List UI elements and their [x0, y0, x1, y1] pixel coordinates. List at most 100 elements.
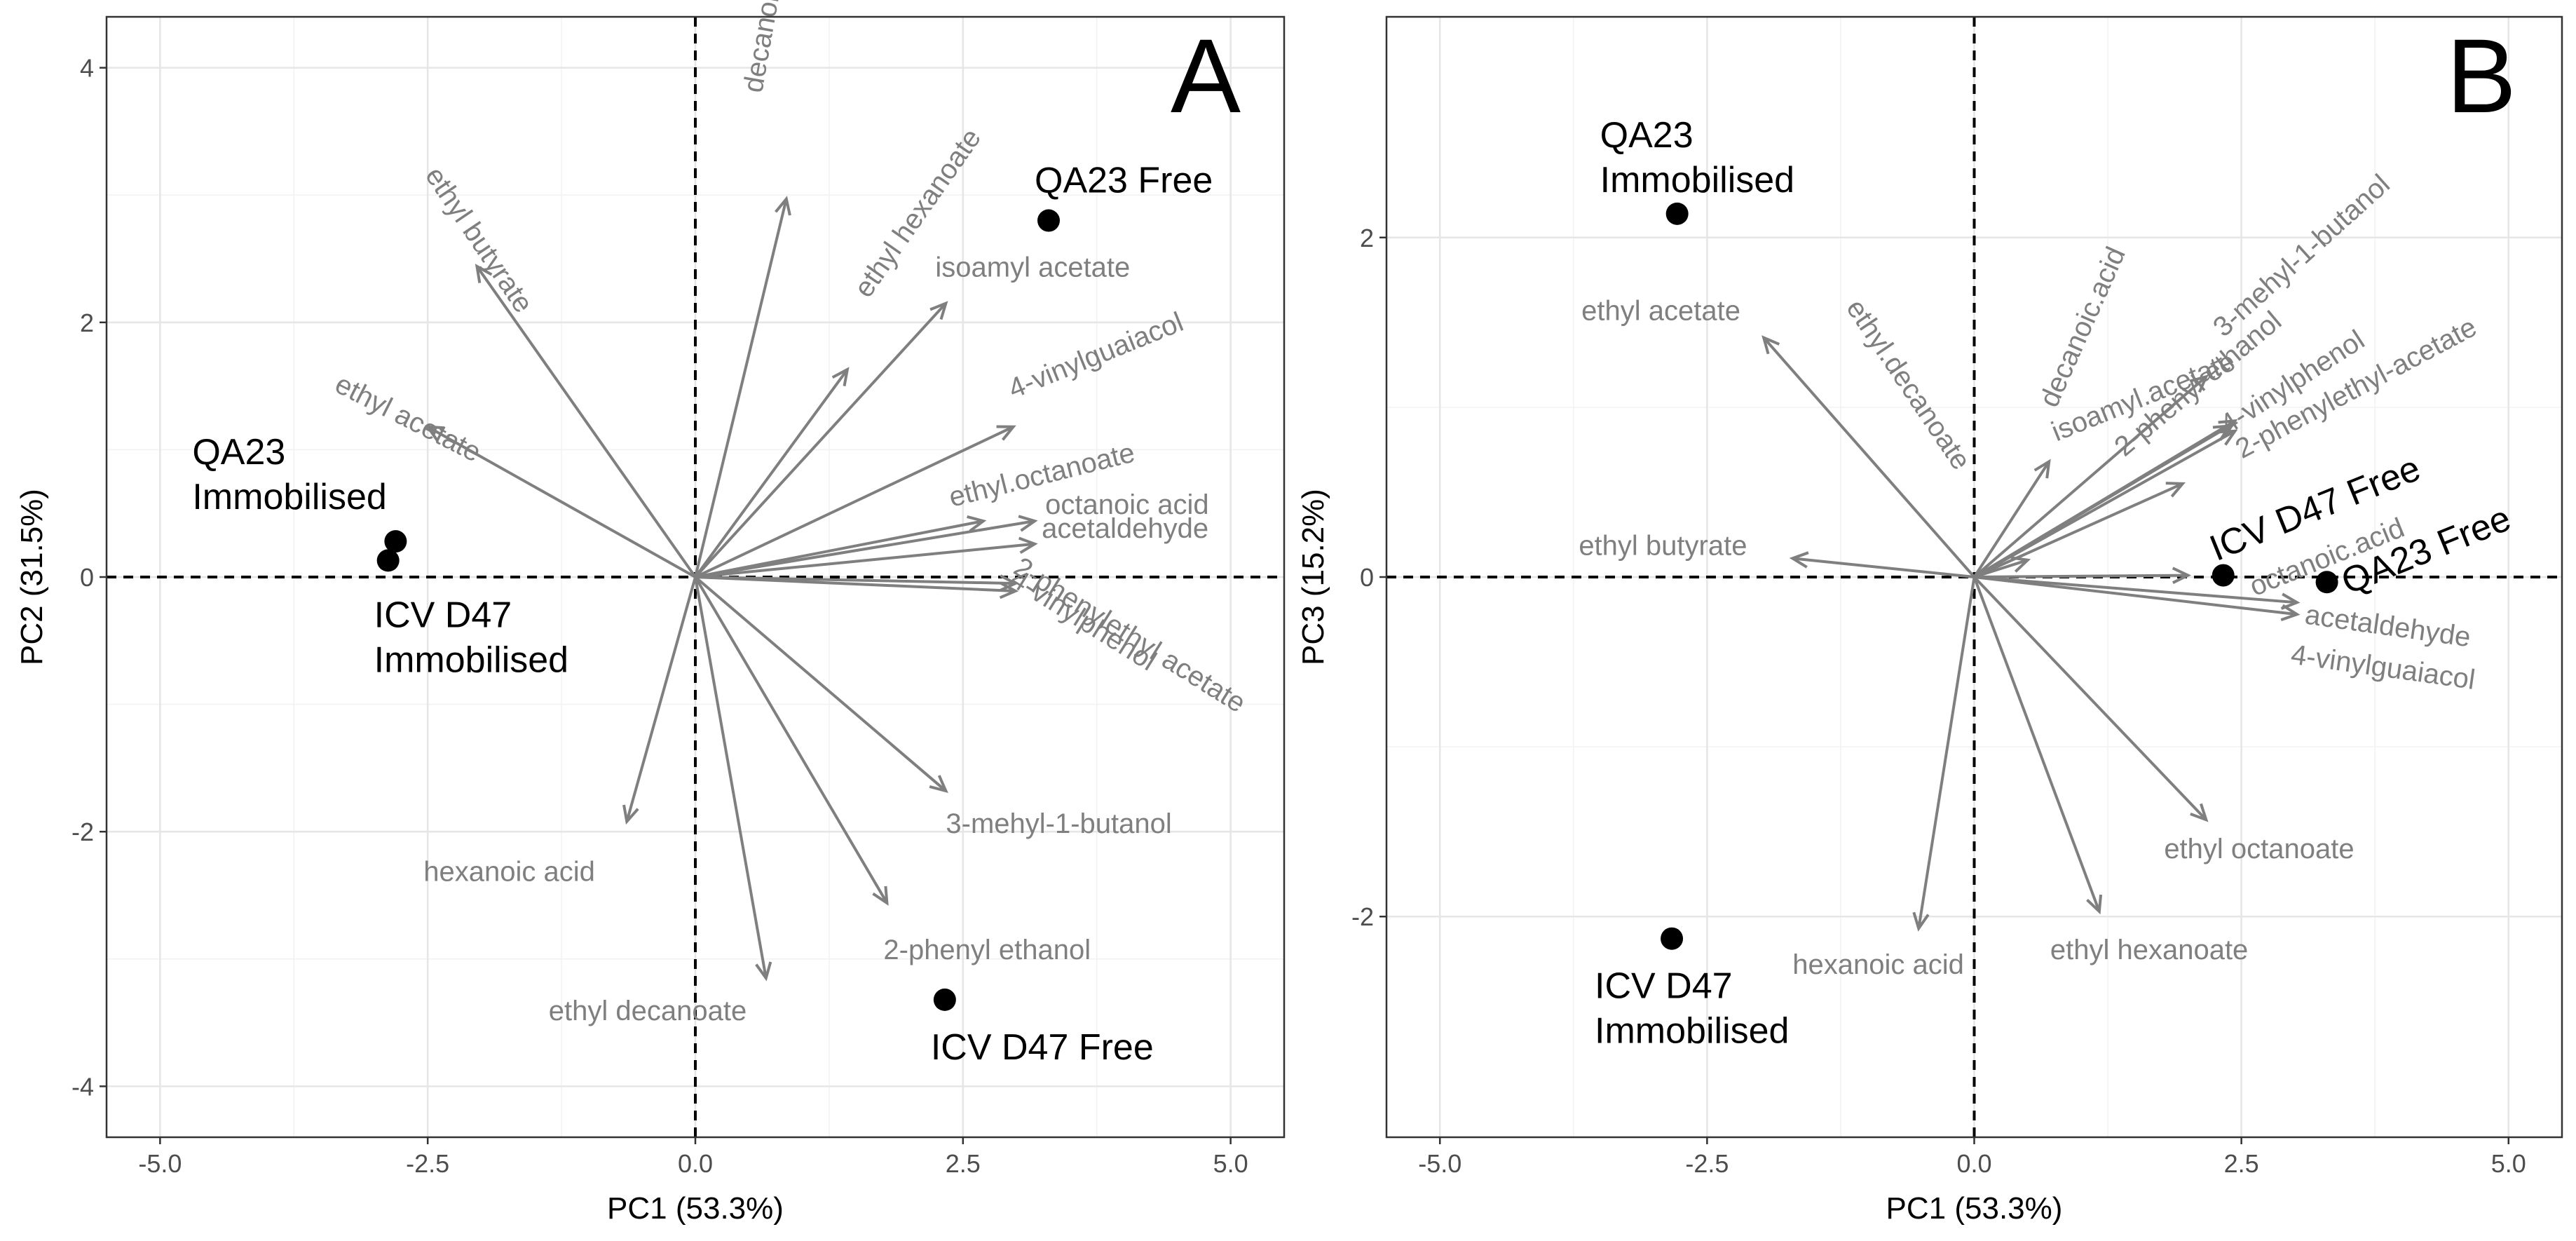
- loading-label: ethyl octanoate: [2164, 834, 2354, 864]
- y-tick-label: 2: [80, 308, 94, 337]
- loading-arrowhead: [622, 804, 639, 825]
- sample-qa23-free: QA23 Free: [1035, 161, 1213, 232]
- loading-arrow: [475, 265, 697, 578]
- loading-label: acetaldehyde: [1042, 513, 1208, 544]
- axis-ticks: -5.0 -2.5 0.0 2.5 5.0 -4 -2 0 2 4: [71, 54, 1248, 1178]
- loading-label: octanoic acid: [1045, 489, 1208, 520]
- x-tick-label: 5.0: [1213, 1149, 1248, 1178]
- loading-label: ethyl butyrate: [1579, 530, 1747, 561]
- y-tick-label: -2: [1351, 902, 1374, 931]
- sample-label-line: ICV D47: [374, 595, 512, 635]
- loading-octanoic-acid: octanoic acid: [695, 489, 1209, 578]
- loading-arrow: [1973, 419, 2236, 578]
- sample-label-line: Immobilised: [1600, 160, 1794, 201]
- loading-arrow: [1973, 375, 2207, 578]
- loading-arrowhead: [967, 515, 987, 533]
- loading-arrow: [695, 520, 1035, 578]
- loading-arrowhead: [2033, 459, 2051, 479]
- loading-arrowhead: [996, 425, 1016, 441]
- sample-icv-d47-immobilised: ICV D47 Immobilised: [374, 549, 568, 680]
- sample-point: [384, 530, 407, 553]
- loading-arrow: [1974, 574, 2188, 578]
- loading-ethyl-acetate: ethyl acetate: [1581, 296, 1976, 578]
- loading-arrow: [1974, 576, 2298, 616]
- loading-isoamyl-acetate: isoamyl acetate: [694, 252, 1130, 578]
- loading-3-mehyl-1-butanol: 3-mehyl-1-butanol: [694, 576, 1172, 839]
- loading-arrowhead: [831, 367, 850, 386]
- loading-arrowhead: [929, 775, 948, 794]
- loading-label: ethyl acetate: [1581, 296, 1740, 327]
- loading-arrowhead: [1789, 551, 1809, 569]
- loading-arrow: [625, 576, 697, 822]
- loading-ethyl-decanoate: ethyl decanoate: [549, 576, 772, 1026]
- sample-point: [2315, 571, 2338, 594]
- sample-label-line: Immobilised: [192, 477, 386, 517]
- loading-arrowhead: [2218, 429, 2238, 446]
- x-axis-title: PC1 (53.3%): [1886, 1191, 2063, 1226]
- sample-label-line: Immobilised: [1595, 1011, 1789, 1052]
- sample-point: [376, 549, 400, 572]
- loading-arrow: [1973, 576, 2207, 821]
- y-tick-label: 0: [1360, 563, 1374, 592]
- sample-label-line: QA23: [1600, 115, 1694, 156]
- panel-b: ethyl acetate ethyl.decanoate decanoic.aci…: [1296, 15, 2563, 1226]
- sample-point: [2212, 564, 2235, 587]
- sample-qa23-immobilised: QA23 Immobilised: [192, 432, 407, 553]
- loading-2-phenyl-ethanol: 2-phenyl ethanol: [694, 576, 1091, 965]
- loading-arrowhead: [2086, 894, 2103, 915]
- loading-label: hexanoic acid: [423, 857, 595, 888]
- loading-arrow: [1972, 576, 2101, 912]
- loading-arrowhead: [999, 581, 1019, 599]
- loading-arrowhead: [2190, 803, 2209, 822]
- loading-arrowhead: [2172, 567, 2192, 584]
- x-tick-label: 2.5: [2224, 1149, 2259, 1178]
- loading-arrowhead: [755, 961, 772, 982]
- loading-arrow: [694, 302, 947, 578]
- loading-arrow: [1974, 576, 2298, 604]
- y-tick-label: 2: [1360, 224, 1374, 252]
- panel-letter: A: [1171, 17, 1241, 135]
- y-axis-title: PC3 (15.2%): [1296, 489, 1330, 665]
- loading-label: hexanoic acid: [1792, 949, 1964, 980]
- sample-label: ICV D47 Immobilised: [374, 595, 568, 680]
- x-tick-label: 5.0: [2491, 1149, 2526, 1178]
- sample-label-line: Immobilised: [374, 639, 568, 680]
- loading-arrow: [1792, 557, 1975, 578]
- loading-arrow: [694, 368, 849, 578]
- loading-arrow: [695, 542, 1035, 578]
- sample-label-line: QA23: [192, 432, 285, 473]
- loading-arrowhead: [2212, 424, 2233, 441]
- sample-label: QA23 Free: [1035, 161, 1213, 201]
- loading-arrow: [1972, 461, 2050, 578]
- loading-arrowhead: [775, 196, 791, 216]
- sample-label-line: ICV D47: [1595, 966, 1733, 1007]
- loading-arrow: [695, 425, 1014, 578]
- loading-arrowhead: [1912, 911, 1930, 932]
- loading-acetaldehyde: acetaldehyde: [695, 513, 1208, 578]
- loading-label: 2-phenyl ethanol: [883, 935, 1091, 965]
- y-tick-label: 4: [80, 54, 94, 83]
- sample-icv-d47-free: ICV D47 Free: [931, 988, 1154, 1068]
- loading-arrowhead: [1000, 574, 1019, 592]
- sample-label: QA23 Immobilised: [1600, 115, 1794, 201]
- sample-icv-d47-immobilised: ICV D47 Immobilised: [1595, 927, 1789, 1052]
- y-axis-title: PC2 (31.5%): [15, 489, 49, 665]
- loading-hexanoic-acid: hexanoic acid: [1792, 576, 1976, 980]
- loading-arrowhead: [1761, 335, 1780, 355]
- loading-arrow: [1917, 576, 1976, 929]
- loading-arrow: [694, 576, 889, 904]
- loading-arrowhead: [1018, 536, 1038, 554]
- loading-arrowhead: [929, 301, 948, 320]
- sample-qa23-immobilised: QA23 Immobilised: [1600, 115, 1794, 225]
- loading-ethyl-butyrate: ethyl butyrate: [1579, 530, 1975, 578]
- loading-arrowhead: [425, 425, 445, 442]
- x-tick-label: 0.0: [1956, 1149, 1991, 1178]
- loading-arrow: [1973, 430, 2236, 578]
- loading-arrowhead: [872, 886, 889, 906]
- y-tick-label: -4: [71, 1072, 94, 1101]
- x-tick-label: 0.0: [678, 1149, 713, 1178]
